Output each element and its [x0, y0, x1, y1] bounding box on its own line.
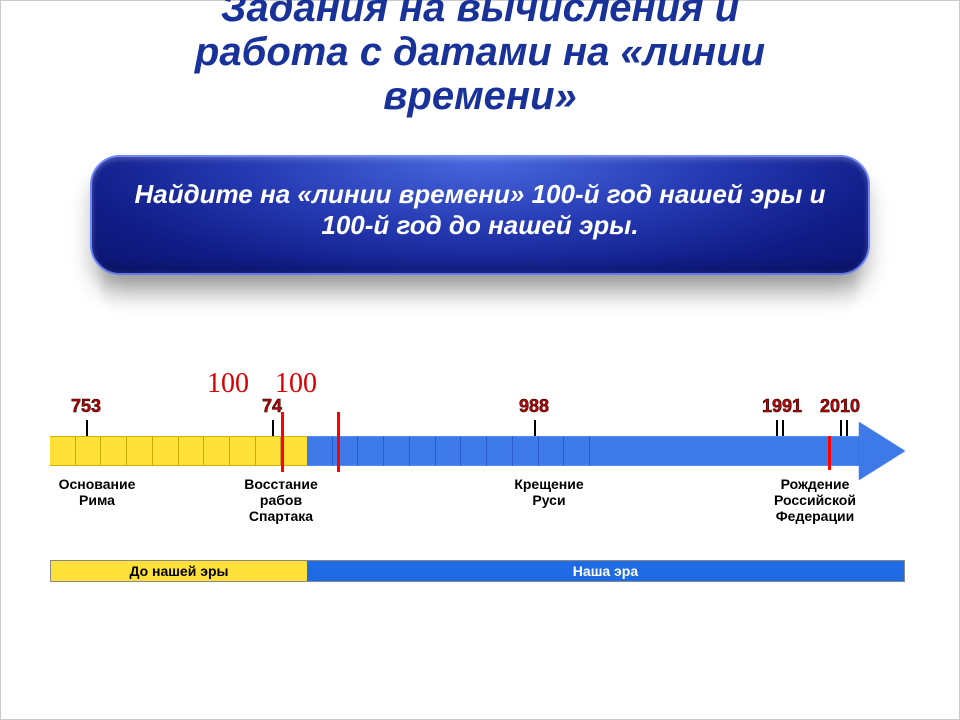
- answer-marker-line: [828, 436, 831, 470]
- event-caption: РождениеРоссийскойФедерации: [750, 476, 880, 524]
- bce-subdivision: [75, 437, 76, 465]
- event-caption: КрещениеРуси: [494, 476, 604, 508]
- answer-marker-line: [281, 412, 284, 472]
- ce-subdivision: [589, 436, 590, 466]
- event-caption-line: Российской: [750, 492, 880, 508]
- event-caption-line: Руси: [494, 492, 604, 508]
- task-line-2: 100-й год до нашей эры.: [321, 210, 638, 240]
- year-mark-2010: 2010: [805, 396, 875, 417]
- task-card: Найдите на «линии времени» 100-й год наш…: [90, 155, 870, 275]
- bce-subdivision: [255, 437, 256, 465]
- ce-subdivision: [383, 436, 384, 466]
- task-line-1: Найдите на «линии времени» 100-й год наш…: [134, 179, 825, 209]
- bce-subdivision: [178, 437, 179, 465]
- ce-subdivision: [409, 436, 410, 466]
- era-bar-bce: До нашей эры: [51, 561, 307, 581]
- era-bar-ce: Наша эра: [307, 561, 904, 581]
- bce-subdivision: [203, 437, 204, 465]
- answer-marker-line: [337, 412, 340, 472]
- event-caption-line: Спартака: [226, 508, 336, 524]
- year-tick: [782, 420, 784, 436]
- year-label: 753: [71, 396, 101, 417]
- ce-subdivision: [357, 436, 358, 466]
- timeline: 7537498819912010 ОснованиеРимаВосстаниер…: [50, 396, 905, 546]
- year-mark-988: 988: [499, 396, 569, 417]
- year-tick: [272, 420, 274, 436]
- ce-subdivision: [332, 436, 333, 466]
- bce-subdivision: [126, 437, 127, 465]
- bce-subdivision: [100, 437, 101, 465]
- bce-subdivision: [229, 437, 230, 465]
- year-tick: [840, 420, 842, 436]
- event-caption-line: Рима: [42, 492, 152, 508]
- year-label: 2010: [820, 396, 860, 417]
- timeline-ce-segment: [307, 436, 590, 466]
- year-mark-753: 753: [51, 396, 121, 417]
- answer-label-ce-100: 100: [275, 368, 317, 400]
- event-caption-line: рабов: [226, 492, 336, 508]
- title-line-3: времени»: [383, 74, 577, 118]
- year-label: 1991: [762, 396, 802, 417]
- era-bar: До нашей эры Наша эра: [50, 560, 905, 582]
- timeline-arrow-head: [859, 422, 905, 480]
- event-caption-line: Федерации: [750, 508, 880, 524]
- year-tick: [534, 420, 536, 436]
- ce-subdivision: [563, 436, 564, 466]
- ce-subdivision: [486, 436, 487, 466]
- ce-subdivision: [512, 436, 513, 466]
- event-caption-line: Восстание: [226, 476, 336, 492]
- year-tick-extra: [776, 420, 778, 436]
- event-caption-line: Основание: [42, 476, 152, 492]
- event-caption: ВосстаниерабовСпартака: [226, 476, 336, 524]
- title-line-2: работа с датами на «линии: [195, 30, 765, 74]
- year-tick-extra: [846, 420, 848, 436]
- ce-subdivision: [460, 436, 461, 466]
- slide-title: Задания на вычисления и работа с датами …: [0, 0, 960, 118]
- ce-subdivision: [538, 436, 539, 466]
- title-line-1: Задания на вычисления и: [221, 0, 739, 30]
- timeline-bce-segment: [50, 436, 307, 466]
- bce-subdivision: [152, 437, 153, 465]
- slide: Задания на вычисления и работа с датами …: [0, 0, 960, 720]
- year-label: 988: [519, 396, 549, 417]
- event-caption-line: Крещение: [494, 476, 604, 492]
- task-card-shadow: [102, 263, 858, 313]
- answer-label-bce-100: 100: [207, 368, 249, 400]
- year-tick: [86, 420, 88, 436]
- event-caption: ОснованиеРима: [42, 476, 152, 508]
- ce-subdivision: [435, 436, 436, 466]
